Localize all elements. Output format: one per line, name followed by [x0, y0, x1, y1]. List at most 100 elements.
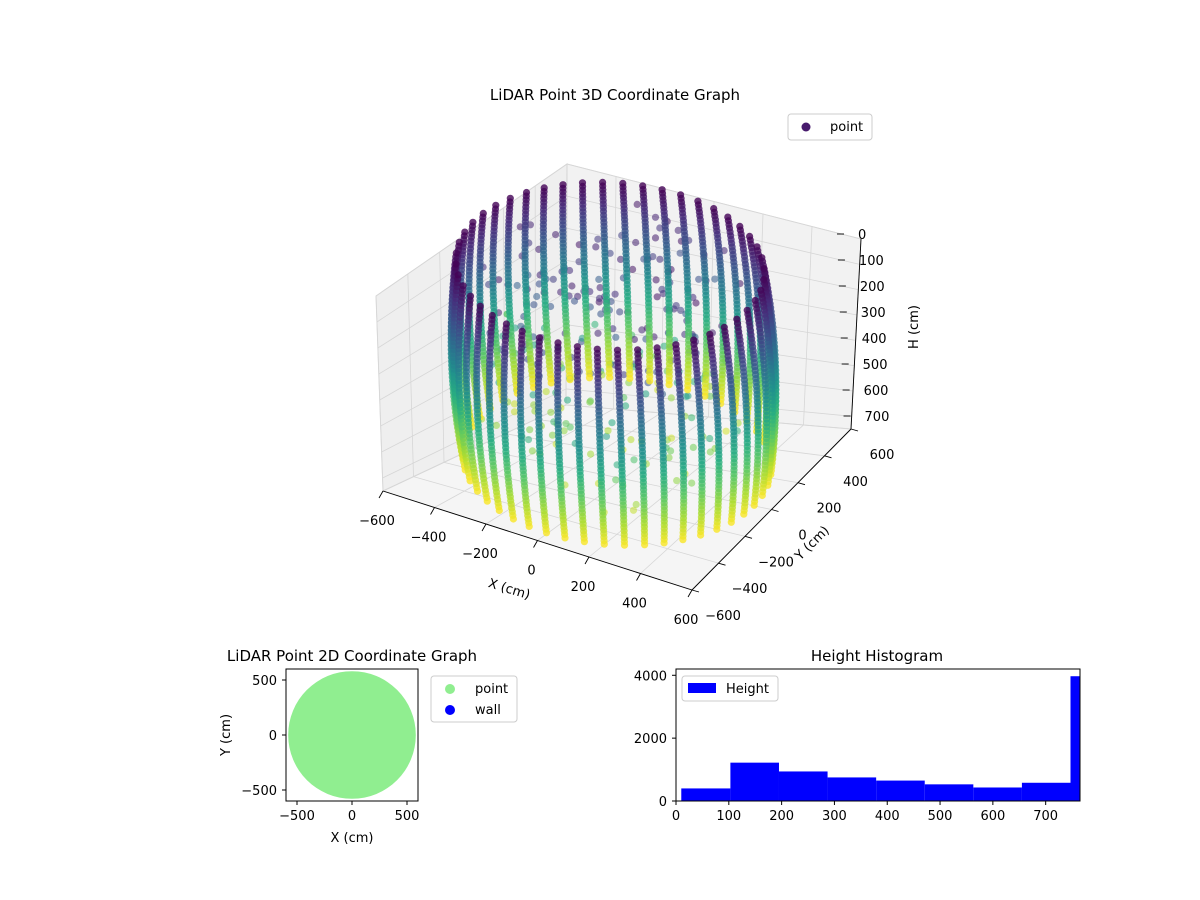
cloud-point: [492, 421, 500, 429]
histogram-bar: [924, 784, 974, 801]
x-tick-label-3d: −400: [411, 531, 447, 546]
y-tick-label-hist: 2000: [634, 732, 667, 747]
cloud-point: [578, 179, 587, 187]
y-tick-3d: [824, 455, 832, 459]
cloud-point: [673, 477, 681, 485]
cloud-point: [513, 281, 521, 290]
cloud-point: [632, 238, 640, 247]
y-tick-label-3d: −600: [705, 609, 741, 624]
grid-line: [439, 251, 445, 463]
cloud-point: [510, 400, 519, 408]
grid-line: [566, 163, 862, 240]
cloud-point: [676, 249, 684, 257]
grid-line: [565, 404, 852, 430]
cloud-point: [563, 396, 572, 404]
histogram-bar: [730, 762, 779, 801]
cloud-point: [630, 456, 638, 464]
cloud-point: [466, 477, 474, 485]
chart-2d-title: LiDAR Point 2D Coordinate Graph: [227, 647, 477, 665]
cloud-point: [535, 435, 543, 443]
chart-3d-title: LiDAR Point 3D Coordinate Graph: [490, 86, 740, 104]
grid-line: [566, 260, 858, 316]
cloud-point: [562, 420, 570, 428]
x-tick-label-hist: 300: [822, 809, 847, 824]
cloud-point: [633, 200, 641, 208]
chart-3d: LiDAR Point 3D Coordinate Graph −600 −400…: [359, 86, 922, 628]
cloud-point: [674, 226, 682, 234]
z-tick-label-3d: 0: [858, 228, 866, 243]
grid-line: [566, 227, 859, 291]
cloud-point: [724, 213, 732, 221]
cloud-point: [479, 209, 487, 217]
y-tick-3d: [797, 482, 806, 486]
cloud-point: [547, 379, 555, 387]
cloud-point: [658, 285, 666, 293]
cloud-point: [592, 243, 600, 251]
y-tick-label-2d: 500: [252, 674, 277, 689]
histogram-plot: 0 100 200 300 400 500 600 700 0 2000 4000: [634, 668, 1081, 824]
x-tick-label-3d: 400: [622, 597, 647, 612]
grid-line: [407, 273, 414, 477]
cloud-point: [501, 420, 509, 428]
cloud-point: [559, 181, 567, 189]
legend-2d-point-marker: [445, 684, 455, 694]
legend-3d: point: [787, 113, 873, 141]
cloud-point: [684, 386, 692, 394]
x-tick-3d: [636, 573, 641, 581]
cloud-point: [594, 235, 602, 243]
cloud-point: [452, 249, 460, 257]
cloud-point: [457, 407, 465, 416]
cloud-point: [599, 178, 607, 186]
cloud-point: [665, 454, 673, 462]
cloud-point: [461, 228, 469, 236]
cloud-point: [706, 434, 714, 443]
x-tick-label-2d: −500: [279, 809, 315, 824]
z-axis-label-3d: H (cm): [907, 305, 922, 349]
cloud-point: [517, 428, 525, 436]
cloud-point: [629, 265, 637, 273]
cloud-point: [651, 234, 660, 242]
x-axis-label-3d: X (cm): [486, 576, 532, 603]
histogram-bar: [973, 787, 1022, 801]
cloud-point: [746, 232, 754, 240]
cloud-point: [652, 276, 660, 284]
cloud-point: [587, 450, 595, 458]
cloud-point: [622, 402, 630, 410]
cloud-point: [619, 179, 627, 187]
z-tick-label-3d: 300: [861, 306, 886, 321]
cloud-point: [617, 448, 626, 456]
cloud-point: [542, 388, 550, 396]
x-tick-label-hist: 200: [769, 809, 794, 824]
x-tick-label-3d: 200: [571, 580, 596, 595]
cloud-point: [608, 419, 616, 427]
legend-hist-swatch: [688, 683, 716, 693]
y-axis-label-2d: Y (cm): [219, 714, 234, 757]
cloud-point: [460, 438, 468, 446]
x-tick-3d: [584, 556, 590, 565]
x-tick-3d: [378, 490, 384, 499]
cloud-point: [626, 374, 634, 382]
cloud-point: [695, 275, 703, 283]
histogram-bar: [827, 777, 877, 801]
z-tick-label-3d: 700: [865, 410, 890, 425]
cloud-point: [612, 476, 620, 484]
legend-histogram: Height: [681, 675, 779, 702]
histogram-bar: [876, 780, 925, 801]
axes-frame-hist: [675, 668, 1081, 802]
cloud-point: [638, 326, 646, 334]
cloud-point: [560, 427, 568, 435]
x-tick-label-3d: 0: [527, 564, 535, 579]
cloud-point: [692, 299, 700, 307]
cloud-point: [651, 213, 660, 221]
x-tick-label-hist: 500: [928, 809, 953, 824]
cloud-point: [586, 398, 594, 406]
cloud-point: [658, 186, 666, 194]
x-tick-3d: [430, 507, 435, 515]
grid-line: [377, 227, 567, 349]
cloud-point: [665, 381, 673, 389]
cloud-point: [455, 384, 463, 392]
cloud-point: [597, 310, 605, 318]
cloud-point: [506, 194, 514, 202]
cloud-point: [638, 447, 647, 456]
